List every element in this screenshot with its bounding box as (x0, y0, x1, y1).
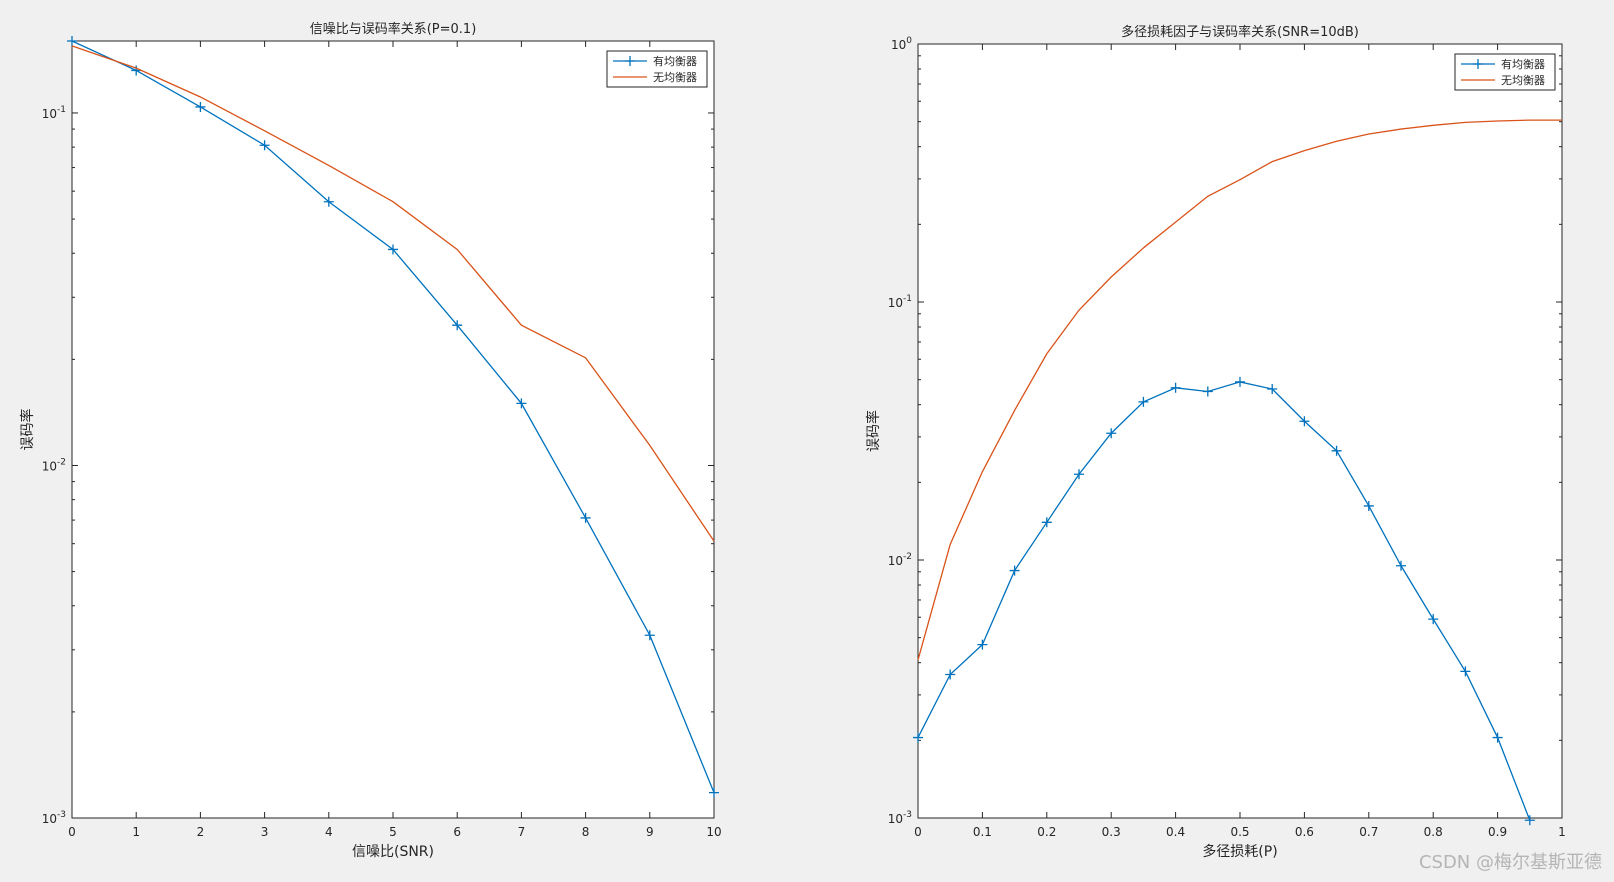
y-tick-label: 10-3 (888, 810, 912, 826)
y-tick-exponent: -2 (903, 552, 912, 562)
x-tick-label: 7 (518, 825, 526, 839)
x-tick-label: 6 (453, 825, 461, 839)
data-point-marker (131, 65, 142, 76)
left-chart: 0 1 2 3 4 5 6 7 8 9 1010-310-210-1信噪比与误码率关系(P=0.1)… (19, 21, 722, 860)
data-point-marker (1138, 396, 1149, 407)
data-point-marker (977, 639, 988, 650)
x-tick-label: 1 (132, 825, 140, 839)
legend-label: 无均衡器 (653, 71, 697, 84)
x-tick-label: 10 (706, 825, 721, 839)
y-tick-base: 10 (888, 296, 903, 310)
plot-area (917, 43, 1563, 819)
chart-title: 信噪比与误码率关系(P=0.1) (310, 21, 477, 37)
x-tick-label: 0.7 (1359, 825, 1378, 839)
y-tick-base: 10 (42, 459, 57, 473)
data-point-marker (1299, 416, 1310, 427)
y-tick-label: 10-2 (888, 552, 912, 568)
data-point-marker (388, 244, 398, 255)
y-tick-base: 10 (888, 554, 903, 568)
data-point-marker (1524, 815, 1535, 826)
x-tick-label: 0.2 (1037, 825, 1056, 839)
x-tick-label: 1 (1558, 825, 1566, 839)
y-tick-label: 10-2 (42, 457, 66, 473)
x-tick-label: 0 (914, 825, 922, 839)
data-point-marker (1106, 428, 1117, 439)
series-line-without-equalizer (71, 45, 715, 542)
x-axis-label: 信噪比(SNR) (352, 844, 434, 860)
x-tick-label: 4 (325, 825, 333, 839)
legend-box (1454, 53, 1556, 91)
data-point-marker (1460, 666, 1471, 677)
data-point-marker (1396, 560, 1406, 571)
x-tick-label: 0 (68, 825, 76, 839)
csdn-watermark: CSDN @梅尔基斯亚德 (1418, 852, 1602, 873)
series-line-with-equalizer (917, 381, 1531, 821)
x-tick-label: 0.1 (973, 825, 992, 839)
data-point-marker (1492, 732, 1503, 743)
data-point-marker (67, 36, 77, 46)
y-tick-base: 10 (888, 812, 903, 826)
data-point-marker (1009, 565, 1020, 576)
data-point-marker (323, 196, 334, 207)
y-tick-base: 10 (891, 38, 906, 52)
chart-title: 多径损耗因子与误码率关系(SNR=10dB) (1121, 24, 1359, 40)
y-axis-label: 误码率 (19, 409, 36, 451)
x-tick-label: 8 (582, 825, 590, 839)
x-tick-label: 0.3 (1102, 825, 1121, 839)
y-tick-label: 10-1 (42, 105, 66, 121)
data-point-marker (1170, 382, 1181, 393)
data-point-marker (1267, 384, 1278, 395)
legend-label: 有均衡器 (1501, 57, 1545, 71)
y-tick-exponent: -3 (57, 810, 66, 820)
y-tick-label: 10-3 (42, 810, 66, 826)
legend-marker (625, 56, 635, 66)
x-tick-label: 2 (197, 825, 205, 839)
data-point-marker (195, 101, 206, 112)
y-axis-label: 误码率 (865, 410, 882, 452)
data-point-marker (1428, 614, 1439, 625)
legend-marker (1473, 59, 1483, 69)
y-tick-label: 10-1 (888, 294, 912, 310)
legend-label: 有均衡器 (653, 54, 697, 68)
legend-label: 无均衡器 (1501, 74, 1545, 87)
data-point-marker (1235, 376, 1245, 387)
x-tick-label: 0.4 (1166, 825, 1185, 839)
y-tick-base: 10 (42, 107, 57, 121)
x-tick-label: 5 (389, 825, 397, 839)
y-tick-exponent: -3 (903, 810, 912, 820)
data-point-marker (1331, 445, 1342, 456)
y-tick-exponent: 0 (906, 36, 912, 46)
data-point-marker (452, 320, 463, 331)
x-tick-label: 0.6 (1295, 825, 1314, 839)
x-tick-label: 0.5 (1230, 825, 1249, 839)
data-point-marker (644, 630, 655, 641)
x-tick-label: 3 (261, 825, 269, 839)
data-point-marker (1202, 386, 1213, 397)
y-tick-exponent: -1 (903, 294, 912, 304)
data-point-marker (516, 398, 527, 409)
data-point-marker (1074, 469, 1084, 480)
legend-box (606, 50, 708, 88)
y-tick-base: 10 (42, 812, 57, 826)
y-tick-exponent: -1 (57, 105, 66, 115)
data-point-marker (709, 787, 719, 798)
data-point-marker (945, 669, 956, 680)
series-line-without-equalizer (917, 119, 1562, 661)
data-point-marker (1363, 500, 1374, 511)
y-tick-exponent: -2 (57, 457, 66, 467)
data-point-marker (580, 512, 591, 523)
data-point-marker (1041, 517, 1052, 528)
x-tick-label: 9 (646, 825, 654, 839)
data-point-marker (259, 140, 270, 151)
x-tick-label: 0.9 (1488, 825, 1507, 839)
y-tick-label: 100 (891, 36, 912, 52)
x-axis-label: 多径损耗(P) (1202, 843, 1277, 860)
data-point-marker (913, 732, 923, 743)
right-chart: 0 0.1 0.2 0.3 0.4 0.5 0.6 0.7 0.8 0.9 110-310-210-… (865, 24, 1566, 860)
x-tick-label: 0.8 (1424, 825, 1443, 839)
plot-area (71, 40, 715, 819)
